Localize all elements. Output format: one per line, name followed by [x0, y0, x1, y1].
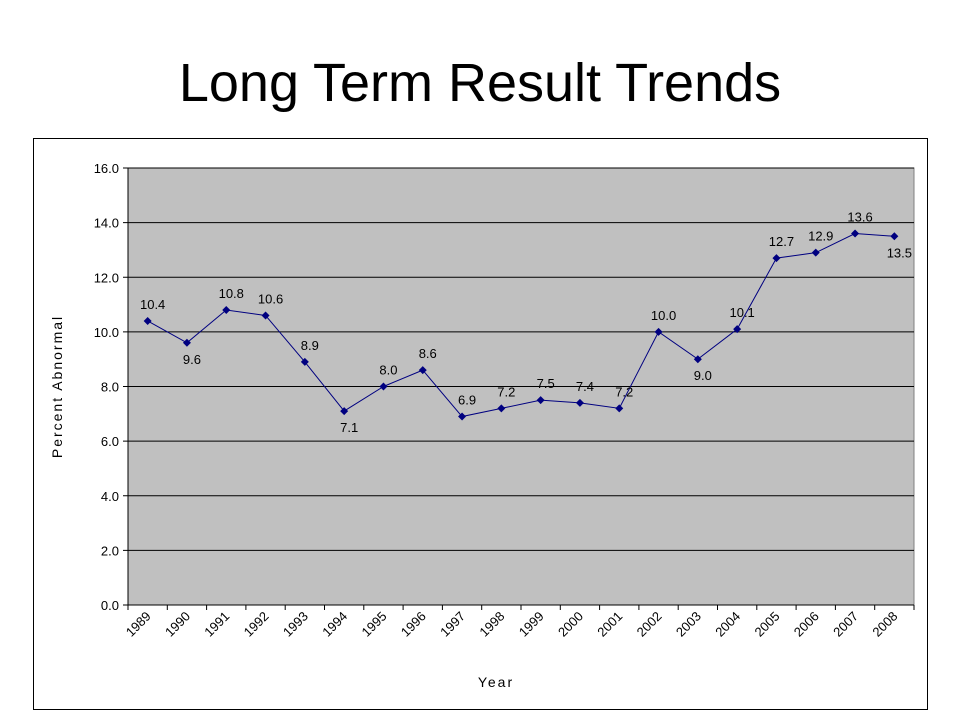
chart-frame: 0.0 2.0 4.0 6.0 8.0 10.0 12.0 14.0 16.0 1989 1990 1… [33, 138, 928, 710]
x-tick-label: 1996 [398, 609, 429, 640]
x-tick-label: 1998 [476, 609, 507, 640]
slide-title: Long Term Result Trends [178, 53, 782, 113]
data-label: 8.9 [301, 338, 319, 353]
data-point [615, 404, 624, 413]
x-tick-label: 2002 [634, 609, 665, 640]
x-tick-label: 1994 [319, 609, 350, 640]
data-point [851, 229, 860, 238]
data-label: 13.6 [847, 210, 872, 225]
data-point [811, 248, 820, 257]
data-label: 10.6 [258, 291, 283, 306]
data-point [143, 316, 152, 325]
x-tick-label: 1990 [162, 609, 193, 640]
data-point [418, 366, 427, 375]
x-tick-label: 2004 [712, 609, 743, 640]
x-tick-label: 1989 [123, 609, 154, 640]
data-point [222, 306, 231, 315]
x-tick-label: 1991 [201, 609, 232, 640]
y-tick-label: 2.0 [101, 543, 119, 558]
data-label: 12.7 [769, 234, 794, 249]
y-axis-title: Percent Abnormal [49, 315, 65, 458]
y-tick-label: 10.0 [94, 325, 119, 340]
y-tick-label: 16.0 [94, 161, 119, 176]
x-tick-label: 1999 [516, 609, 547, 640]
data-label: 13.5 [887, 245, 912, 260]
data-point [182, 338, 191, 347]
x-tick-label: 2000 [555, 609, 586, 640]
data-point [733, 325, 742, 334]
data-point [300, 357, 309, 366]
data-label: 10.0 [651, 308, 676, 323]
x-tick-label: 1995 [359, 609, 390, 640]
y-tick-label: 6.0 [101, 434, 119, 449]
x-tick-label: 1993 [280, 609, 311, 640]
x-tick-label: 1997 [437, 609, 468, 640]
data-label: 9.0 [694, 368, 712, 383]
data-label: 6.9 [458, 393, 476, 408]
y-tick-label: 12.0 [94, 270, 119, 285]
x-tick-label: 2003 [673, 609, 704, 640]
y-tick-label: 0.0 [101, 598, 119, 613]
data-label: 7.1 [340, 420, 358, 435]
data-label: 7.2 [497, 384, 515, 399]
data-point [340, 407, 349, 416]
data-label: 7.5 [537, 376, 555, 391]
data-label: 10.4 [140, 297, 165, 312]
x-tick-label: 2001 [594, 609, 625, 640]
data-point [575, 398, 584, 407]
data-point [379, 382, 388, 391]
data-label: 7.4 [576, 379, 594, 394]
data-label: 9.6 [183, 352, 201, 367]
x-tick-label: 2008 [869, 609, 900, 640]
data-point [261, 311, 270, 320]
data-point [772, 254, 781, 263]
x-tick-label: 1992 [241, 609, 272, 640]
line-chart: 0.0 2.0 4.0 6.0 8.0 10.0 12.0 14.0 16.0 1989 1990 1… [49, 161, 915, 690]
y-tick-label: 4.0 [101, 489, 119, 504]
x-axis-title: Year [478, 674, 514, 690]
series-line [147, 233, 895, 418]
data-point [536, 396, 545, 405]
data-point [654, 327, 663, 336]
data-point [693, 355, 702, 364]
data-point [458, 412, 467, 421]
data-point [890, 232, 899, 241]
data-label: 7.2 [615, 384, 633, 399]
x-tick-label: 2006 [791, 609, 822, 640]
y-tick-label: 14.0 [94, 216, 119, 231]
y-tick-label: 8.0 [101, 380, 119, 395]
x-tick-label: 2005 [752, 609, 783, 640]
data-label: 10.1 [729, 305, 754, 320]
data-label: 10.8 [219, 286, 244, 301]
data-label: 8.6 [419, 346, 437, 361]
data-label: 12.9 [808, 229, 833, 244]
data-label: 8.0 [379, 363, 397, 378]
x-tick-label: 2007 [830, 609, 861, 640]
data-point [497, 404, 506, 413]
